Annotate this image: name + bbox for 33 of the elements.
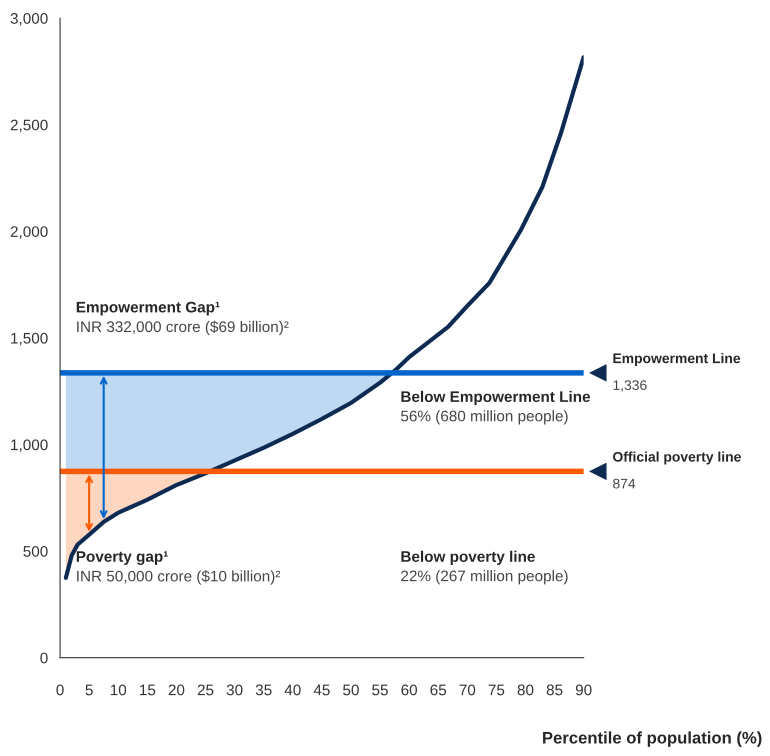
x-tick-label: 50 [343, 684, 359, 696]
x-tick-label: 10 [110, 684, 126, 696]
y-tick-label: 500 [23, 546, 48, 557]
x-tick-label: 40 [284, 684, 301, 696]
x-tick-label: 55 [372, 684, 388, 696]
x-tick-label: 70 [460, 684, 476, 696]
x-tick-label: 45 [314, 684, 330, 696]
y-tick-label: 0 [40, 652, 48, 664]
x-tick-label: 5 [86, 684, 93, 696]
x-axis-title: Percentile of population (%) [543, 731, 762, 747]
x-tick-label: 20 [168, 684, 184, 696]
annotation: Below poverty line 22% (267 million people) [401, 550, 568, 584]
y-tick-label: 3,000 [10, 13, 48, 26]
x-tick-label: 0 [56, 684, 64, 696]
x-tick-label: 85 [546, 684, 562, 696]
annotation: Below Empowerment Line 56% (680 million people) [401, 390, 590, 424]
x-tick-label: 75 [488, 684, 504, 696]
ref-line-label: Empowerment Line 1,336 [613, 353, 740, 392]
x-tick-label: 90 [576, 684, 592, 696]
x-tick-label: 60 [401, 684, 418, 696]
x-tick-label: 30 [226, 684, 242, 696]
y-tick-label: 2,500 [10, 120, 48, 132]
annotation: Empowerment Gap¹ INR 332,000 crore ($69 billion)² [76, 302, 289, 336]
y-tick-label: 2,000 [10, 226, 48, 239]
x-tick-label: 80 [518, 684, 534, 696]
y-tick-label: 1,500 [11, 332, 48, 346]
x-tick-label: 65 [430, 684, 446, 696]
x-tick-label: 35 [256, 684, 272, 696]
ref-line-label: Official poverty line 874 [613, 452, 741, 489]
x-tick-label: 25 [198, 684, 214, 696]
y-tick-label: 1,000 [11, 439, 48, 452]
x-tick-label: 15 [140, 684, 156, 696]
annotation: Poverty gap¹ INR 50,000 crore ($10 billion)² [76, 551, 280, 585]
